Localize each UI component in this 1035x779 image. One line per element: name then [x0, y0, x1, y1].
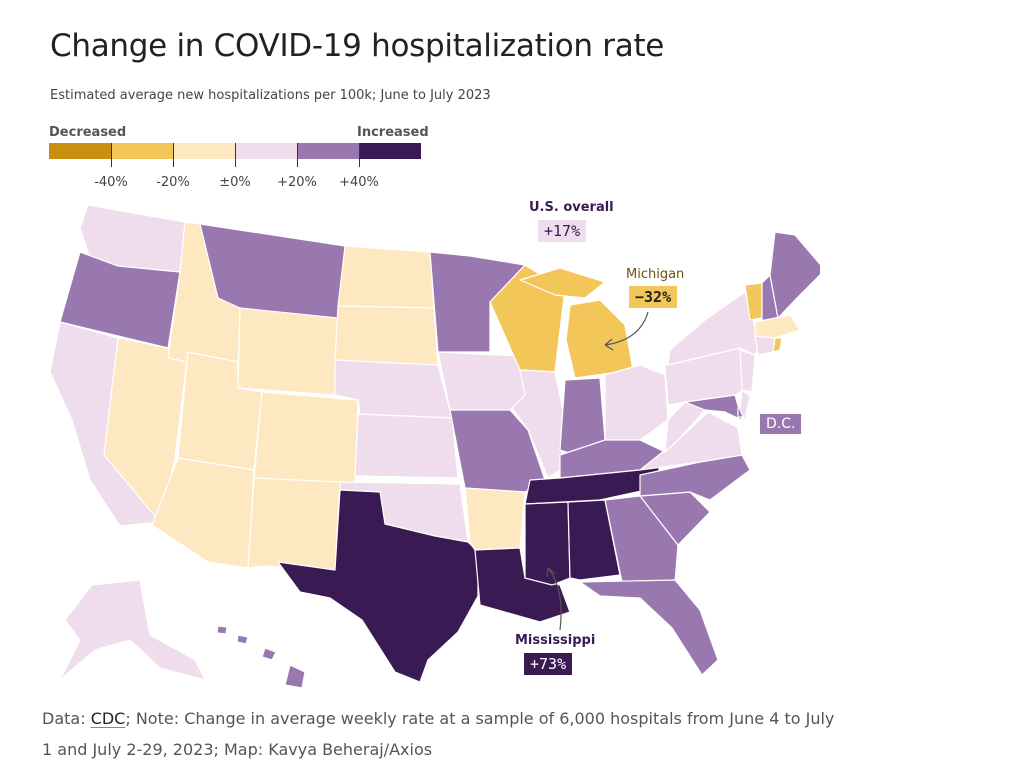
- state-hawaii-big-island: [284, 664, 306, 689]
- state-maine: [769, 231, 820, 319]
- us-map: [49, 204, 820, 689]
- state-iowa: [437, 351, 526, 411]
- state-alaska: [59, 579, 206, 681]
- legend-tick-label: +20%: [277, 175, 317, 190]
- legend-swatch: [297, 143, 359, 159]
- dc-label: D.C.: [760, 414, 802, 434]
- legend-tick: [235, 143, 236, 167]
- state-oregon: [59, 251, 181, 349]
- michigan-leader-arrow: [604, 311, 649, 346]
- footer-prefix: Data:: [42, 709, 91, 728]
- state-illinois: [511, 369, 566, 479]
- state-new-mexico: [247, 477, 341, 571]
- legend-swatch: [49, 143, 111, 159]
- michigan-arrowhead: [604, 338, 614, 351]
- state-ohio: [604, 364, 669, 441]
- legend-swatch: [359, 143, 421, 159]
- state-michigan-upper: [519, 267, 606, 299]
- footer-note: Data: CDC; Note: Change in average weekl…: [42, 703, 842, 765]
- mississippi-value: +73%: [524, 653, 573, 675]
- state-south-dakota: [334, 305, 439, 366]
- legend-low-label: Decreased: [49, 125, 127, 140]
- mississippi-arrowhead: [546, 567, 556, 578]
- michigan-value: −32%: [629, 286, 678, 308]
- legend-tick-label: ±0%: [219, 175, 251, 190]
- legend-swatch: [111, 143, 173, 159]
- state-arizona: [151, 457, 255, 569]
- mississippi-leader-arrow: [547, 567, 562, 631]
- us-overall-value: +17%: [538, 220, 587, 242]
- legend-swatch: [235, 143, 297, 159]
- state-mississippi: [524, 501, 571, 586]
- legend-high-label: Increased: [357, 125, 429, 140]
- michigan-label: Michigan: [626, 267, 685, 282]
- legend-tick-label: +40%: [339, 175, 379, 190]
- chart-subtitle: Estimated average new hospitalizations p…: [50, 88, 491, 103]
- state-florida: [579, 579, 719, 676]
- state-louisiana: [474, 547, 571, 623]
- state-new-jersey: [739, 349, 756, 393]
- state-west-virginia: [664, 401, 706, 453]
- state-michigan: [565, 299, 634, 379]
- state-connecticut: [754, 335, 776, 356]
- state-kansas: [354, 413, 459, 479]
- state-delaware: [739, 389, 751, 421]
- state-massachusetts: [754, 314, 801, 339]
- state-hawaii-kauai: [216, 625, 228, 635]
- state-wyoming: [237, 307, 339, 396]
- legend-swatch: [173, 143, 235, 159]
- cdc-link[interactable]: CDC: [90, 709, 126, 728]
- state-georgia: [604, 495, 679, 583]
- us-overall-label: U.S. overall: [529, 200, 614, 215]
- state-rhode-island: [772, 337, 783, 353]
- legend-tick: [297, 143, 298, 167]
- state-colorado: [253, 391, 359, 486]
- state-texas: [277, 489, 479, 683]
- chart-title: Change in COVID-19 hospitalization rate: [50, 28, 665, 64]
- state-arkansas: [464, 487, 526, 551]
- legend-tick: [111, 143, 112, 167]
- mississippi-label: Mississippi: [515, 633, 596, 648]
- legend-tick: [173, 143, 174, 167]
- footer-text: ; Note: Change in average weekly rate at…: [42, 709, 835, 759]
- state-hawaii-maui: [261, 647, 277, 661]
- state-alabama: [567, 499, 621, 581]
- state-north-dakota: [337, 245, 435, 309]
- legend-tick-label: -20%: [156, 175, 190, 190]
- legend-tick-label: -40%: [94, 175, 128, 190]
- state-hawaii-oahu: [236, 634, 249, 645]
- legend-color-scale: [49, 143, 421, 159]
- legend-tick: [359, 143, 360, 167]
